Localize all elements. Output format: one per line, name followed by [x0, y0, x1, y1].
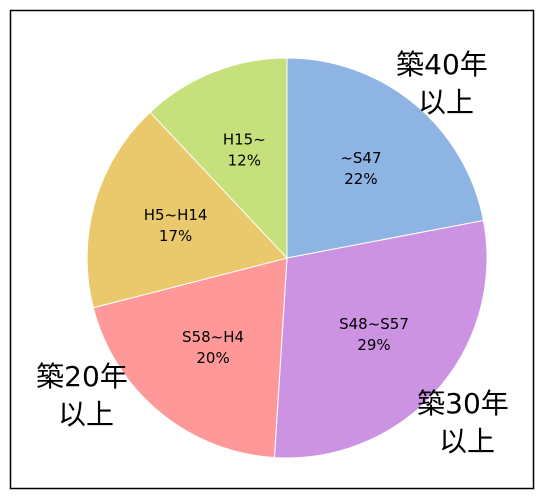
slice-label: S48~S57 [339, 315, 409, 333]
annotation: 築30年 [417, 387, 509, 420]
annotation: 以上 [439, 425, 495, 458]
annotation: 以上 [418, 86, 474, 119]
slice-label: ~S47 [340, 149, 381, 167]
pie-slice [86, 111, 288, 309]
annotation: 築20年 [36, 360, 128, 393]
pie-slice [286, 57, 485, 259]
annotation: 築40年 [396, 48, 488, 81]
slice-value-label: 12% [228, 152, 261, 170]
pie-slice [273, 219, 488, 459]
slice-label: H5~H14 [144, 206, 208, 224]
slice-value-label: 20% [196, 349, 229, 367]
slice-value-label: 22% [344, 170, 377, 188]
slice-value-label: 29% [357, 336, 390, 354]
slice-value-label: 17% [159, 227, 192, 245]
pie-slice [92, 257, 288, 459]
slice-label: S58~H4 [182, 328, 244, 346]
annotation: 以上 [58, 398, 114, 431]
slice-label: H15~ [223, 131, 266, 149]
pie-slice [149, 57, 288, 260]
